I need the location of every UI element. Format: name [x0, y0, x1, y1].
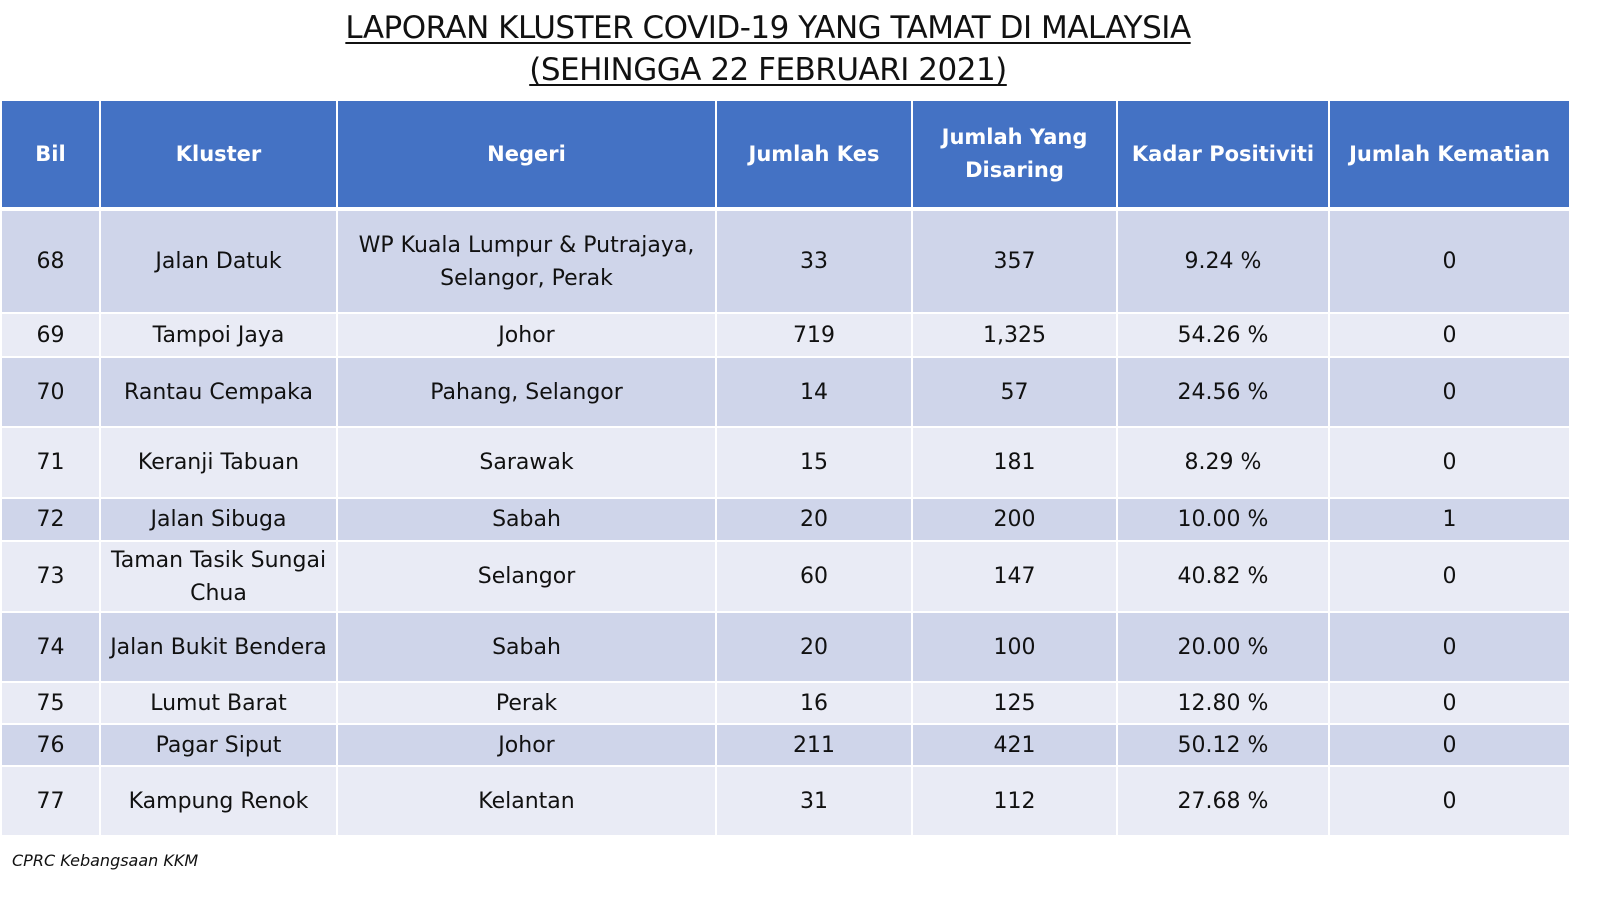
table-cell: Tampoi Jaya: [99, 312, 338, 358]
table-cell: Johor: [336, 723, 717, 767]
table-cell: 211: [715, 723, 913, 767]
table-row: 77 Kampung Renok Kelantan 31 112 27.68 % 0: [0, 765, 1571, 837]
column-header: Jumlah Kes: [715, 99, 913, 211]
table-cell: Rantau Cempaka: [99, 356, 338, 428]
table-cell: 200: [911, 497, 1118, 542]
table-cell: 16: [715, 681, 913, 725]
table-cell: 421: [911, 723, 1118, 767]
page-title: LAPORAN KLUSTER COVID-19 YANG TAMAT DI M…: [345, 10, 1191, 46]
table-cell: 72: [0, 497, 101, 542]
table-cell: Lumut Barat: [99, 681, 338, 725]
table-cell: 10.00 %: [1116, 497, 1330, 542]
table-cell: Jalan Bukit Bendera: [99, 611, 338, 683]
table-cell: Pahang, Selangor: [336, 356, 717, 428]
table-cell: Selangor: [336, 540, 717, 613]
column-header: Bil: [0, 99, 101, 211]
source-note: CPRC Kebangsaan KKM: [12, 851, 199, 870]
column-header: Kadar Positiviti: [1116, 99, 1330, 211]
table-cell: 0: [1328, 723, 1571, 767]
page-subtitle: (SEHINGGA 22 FEBRUARI 2021): [529, 52, 1007, 88]
table-cell: 0: [1328, 681, 1571, 725]
table-cell: 181: [911, 426, 1118, 499]
table-cell: Kelantan: [336, 765, 717, 837]
table-cell: 15: [715, 426, 913, 499]
table-row: 74 Jalan Bukit Bendera Sabah 20 100 20.00 % 0: [0, 611, 1571, 683]
table-cell: 31: [715, 765, 913, 837]
table-cell: Keranji Tabuan: [99, 426, 338, 499]
table-cell: WP Kuala Lumpur & Putrajaya, Selangor, P…: [336, 208, 717, 314]
table-cell: 8.29 %: [1116, 426, 1330, 499]
table-cell: 77: [0, 765, 101, 837]
table-cell: 57: [911, 356, 1118, 428]
table-cell: Perak: [336, 681, 717, 725]
table-row: 71 Keranji Tabuan Sarawak 15 181 8.29 % 0: [0, 426, 1571, 499]
table-cell: 54.26 %: [1116, 312, 1330, 358]
table-cell: 20: [715, 497, 913, 542]
table-row: 73 Taman Tasik Sungai Chua Selangor 60 147 40…: [0, 540, 1571, 613]
table-cell: 0: [1328, 356, 1571, 428]
table-cell: 719: [715, 312, 913, 358]
table-header-row: Bil Kluster Negeri Jumlah Kes Jumlah Yang Di…: [0, 99, 1571, 211]
table-row: 70 Rantau Cempaka Pahang, Selangor 14 57 24.5…: [0, 356, 1571, 428]
table-cell: Taman Tasik Sungai Chua: [99, 540, 338, 613]
table-cell: Pagar Siput: [99, 723, 338, 767]
table-cell: Sabah: [336, 611, 717, 683]
table-cell: 100: [911, 611, 1118, 683]
table-cell: 0: [1328, 312, 1571, 358]
table-cell: 40.82 %: [1116, 540, 1330, 613]
table-cell: 68: [0, 208, 101, 314]
clusters-table: Bil Kluster Negeri Jumlah Kes Jumlah Yang Di…: [0, 99, 1571, 837]
table-cell: 33: [715, 208, 913, 314]
table-cell: 71: [0, 426, 101, 499]
table-row: 69 Tampoi Jaya Johor 719 1,325 54.26 % 0: [0, 312, 1571, 358]
table-cell: Jalan Datuk: [99, 208, 338, 314]
table-row: 68 Jalan Datuk WP Kuala Lumpur & Putrajaya…: [0, 208, 1571, 314]
table-cell: Kampung Renok: [99, 765, 338, 837]
table-cell: 0: [1328, 611, 1571, 683]
table-cell: 50.12 %: [1116, 723, 1330, 767]
table-cell: Sabah: [336, 497, 717, 542]
table-cell: Jalan Sibuga: [99, 497, 338, 542]
table-cell: 73: [0, 540, 101, 613]
table-cell: 0: [1328, 540, 1571, 613]
table-cell: Sarawak: [336, 426, 717, 499]
table-cell: 357: [911, 208, 1118, 314]
table-cell: 1,325: [911, 312, 1118, 358]
column-header: Jumlah Kematian: [1328, 99, 1571, 211]
table-cell: 27.68 %: [1116, 765, 1330, 837]
table-cell: 1: [1328, 497, 1571, 542]
table-cell: 0: [1328, 426, 1571, 499]
table-cell: 147: [911, 540, 1118, 613]
table-cell: Johor: [336, 312, 717, 358]
table-cell: 9.24 %: [1116, 208, 1330, 314]
table-cell: 0: [1328, 208, 1571, 314]
column-header: Kluster: [99, 99, 338, 211]
table-cell: 12.80 %: [1116, 681, 1330, 725]
table-row: 72 Jalan Sibuga Sabah 20 200 10.00 % 1: [0, 497, 1571, 542]
table-cell: 20.00 %: [1116, 611, 1330, 683]
table-cell: 112: [911, 765, 1118, 837]
table-cell: 14: [715, 356, 913, 428]
table-cell: 74: [0, 611, 101, 683]
column-header: Jumlah Yang Disaring: [911, 99, 1118, 211]
table-row: 75 Lumut Barat Perak 16 125 12.80 % 0: [0, 681, 1571, 725]
table-cell: 69: [0, 312, 101, 358]
table-cell: 20: [715, 611, 913, 683]
table-cell: 0: [1328, 765, 1571, 837]
column-header: Negeri: [336, 99, 717, 211]
table-cell: 76: [0, 723, 101, 767]
table-cell: 75: [0, 681, 101, 725]
table-cell: 24.56 %: [1116, 356, 1330, 428]
table-cell: 125: [911, 681, 1118, 725]
table-row: 76 Pagar Siput Johor 211 421 50.12 % 0: [0, 723, 1571, 767]
table-cell: 60: [715, 540, 913, 613]
table-cell: 70: [0, 356, 101, 428]
